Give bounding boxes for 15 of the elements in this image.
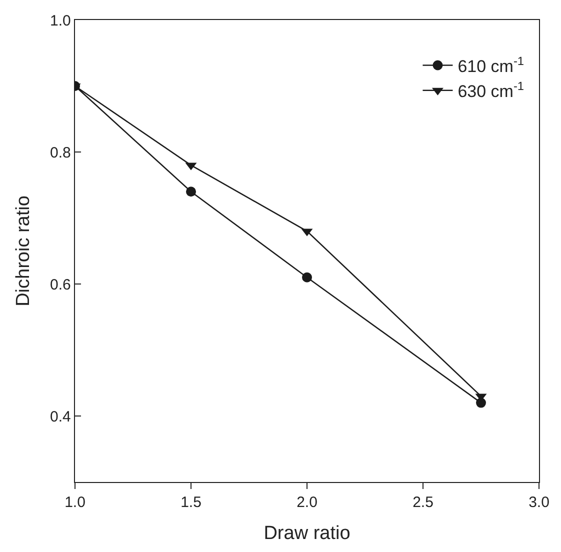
y-tick-label: 0.6	[50, 276, 71, 294]
y-tick-label: 0.4	[50, 408, 71, 426]
point	[186, 186, 196, 197]
x-tick-label: 2.5	[412, 494, 434, 512]
legend-label: 630 cm$^{-1}$	[458, 78, 524, 101]
point	[302, 272, 312, 282]
y-tick-label: 1.0	[50, 12, 71, 30]
y-tick-label: 0.8	[50, 144, 71, 162]
x-tick-label: 2.0	[296, 494, 318, 512]
legend-label: 610 cm$^{-1}$	[458, 54, 524, 76]
x-tick-label: 1.5	[180, 494, 202, 512]
x-tick-label: 3.0	[528, 494, 550, 512]
x-axis-title: Draw ratio	[264, 522, 350, 544]
y-axis-title: Dichroic ratio	[12, 196, 34, 306]
x-tick-label: 1.0	[64, 494, 86, 512]
